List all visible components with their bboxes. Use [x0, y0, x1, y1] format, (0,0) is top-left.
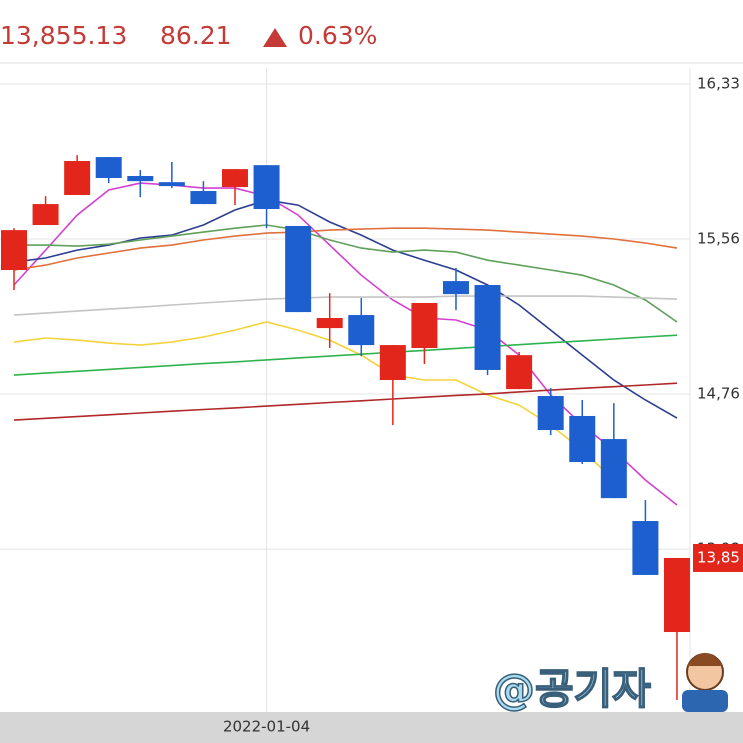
candle-body	[190, 191, 217, 205]
candle-body	[600, 439, 627, 499]
candle-body	[127, 176, 154, 182]
ma-line	[13, 334, 678, 376]
watermark: @공기자	[493, 665, 651, 714]
ma-line	[14, 224, 678, 323]
candle-body	[64, 161, 91, 195]
candle-body	[663, 557, 690, 633]
candle-body	[537, 396, 564, 430]
ma-line	[13, 295, 678, 316]
x-axis-bar	[0, 712, 743, 743]
up-triangle	[263, 28, 287, 47]
candle-body	[285, 225, 312, 313]
candle-body	[569, 415, 596, 462]
candle-body	[506, 355, 533, 390]
last-price-box	[693, 543, 743, 572]
y-tick-label: 16,33	[697, 74, 740, 92]
candle-body	[379, 345, 406, 381]
mascot	[682, 653, 728, 712]
ma-line	[13, 321, 615, 481]
ma-line	[13, 182, 678, 506]
candle-body	[1, 230, 27, 271]
y-tick-label: 14,76	[697, 385, 740, 403]
price: 13,855.13	[0, 21, 127, 50]
candle-body	[32, 204, 59, 226]
candle-body	[316, 318, 343, 329]
candle-body	[411, 303, 438, 349]
candle-body	[253, 165, 280, 210]
candle-body	[632, 521, 659, 575]
last-price-label: 13,85	[697, 548, 740, 566]
change-pct: 0.63%	[298, 21, 377, 50]
mascot-body	[682, 690, 728, 712]
candle-body	[158, 182, 185, 187]
mascot-hair	[687, 653, 723, 666]
candle-body	[442, 281, 469, 295]
change: 86.21	[160, 21, 232, 50]
candle-body	[348, 315, 375, 346]
ma-line	[13, 382, 678, 421]
y-tick-label: 15,56	[697, 230, 740, 248]
candle-body	[221, 169, 248, 188]
x-tick-label: 2022-01-04	[223, 718, 310, 736]
candle-body	[95, 157, 122, 178]
ma-line	[13, 227, 678, 271]
candle-body	[474, 285, 501, 370]
